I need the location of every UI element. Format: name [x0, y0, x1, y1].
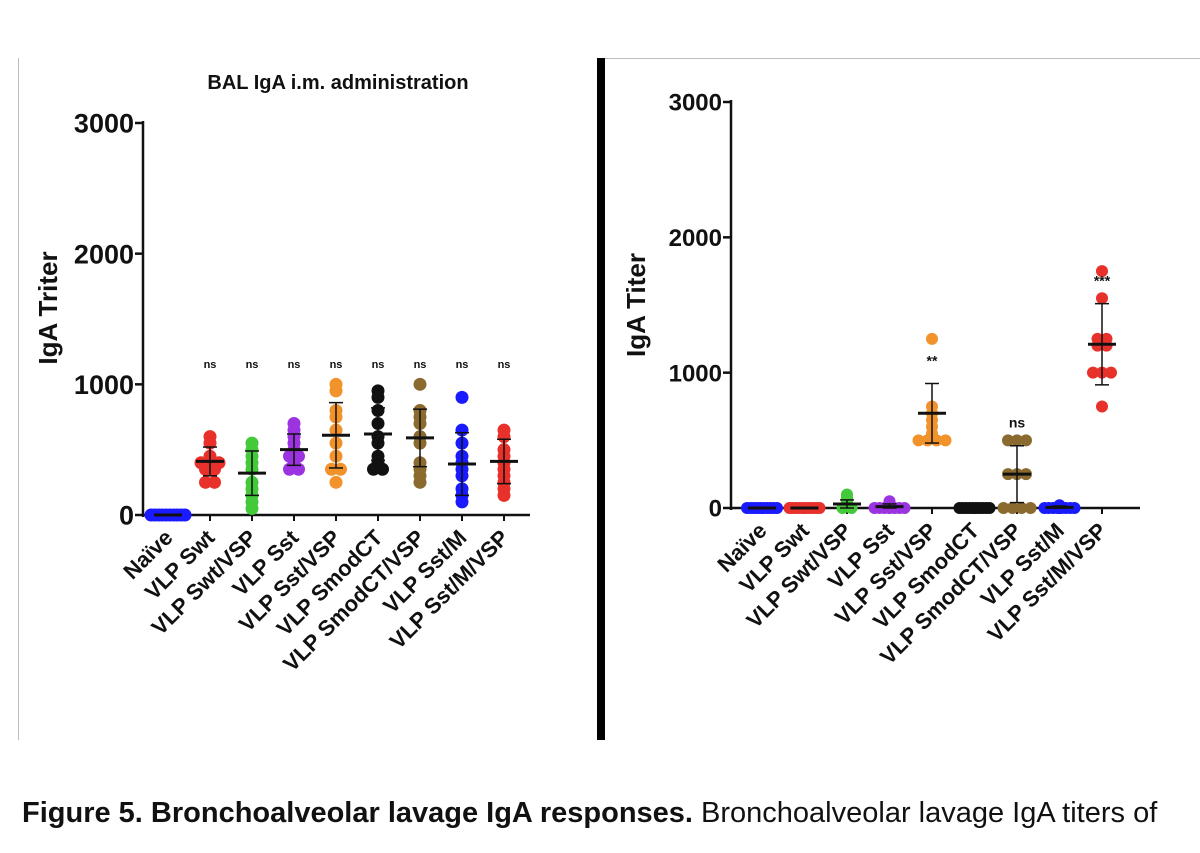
chart-right-data-point	[1024, 502, 1037, 514]
chart-left-data-point	[455, 390, 469, 404]
left-panel-border	[18, 58, 19, 740]
chart-right-ytick-label: 2000	[669, 225, 722, 252]
right-panel-top-border	[605, 58, 1200, 59]
chart-left-data-point	[367, 462, 380, 476]
chart-left-ytick-label: 3000	[74, 109, 134, 139]
figure-canvas: BAL IgA i.m. administration IgA Triter 0…	[33, 72, 1140, 676]
figure-caption: Figure 5. Bronchoalveolar lavage IgA res…	[22, 797, 1192, 830]
panel-divider	[597, 58, 605, 740]
chart-right-data-point	[983, 502, 996, 514]
chart-right-significance-label: ns	[1009, 415, 1026, 431]
chart-left-data-point	[325, 462, 338, 476]
chart-right-ytick-label: 1000	[669, 360, 722, 387]
chart-left-data-point	[413, 377, 427, 391]
chart-left-data-point	[245, 501, 259, 515]
chart-left-significance-label: ns	[204, 359, 217, 371]
chart-left-title: BAL IgA i.m. administration	[207, 72, 468, 94]
chart-right-data-point	[1096, 265, 1108, 278]
chart-left-significance-label: ns	[330, 359, 343, 371]
chart-left: BAL IgA i.m. administration IgA Triter 0…	[33, 72, 530, 676]
chart-right-data-point	[1096, 292, 1108, 305]
chart-right-data-point	[1105, 366, 1117, 379]
chart-left-data-point	[334, 462, 347, 476]
caption-text: Bronchoalveolar lavage IgA titers of	[692, 797, 1158, 829]
caption-bold: Figure 5. Bronchoalveolar lavage IgA res…	[22, 797, 693, 829]
chart-right-significance-label: **	[927, 352, 938, 368]
chart-right-data-point	[1011, 434, 1023, 447]
chart-left-ylabel: IgA Triter	[33, 251, 63, 364]
chart-right-ytick-label: 3000	[669, 90, 722, 117]
chart-left-data-point	[497, 488, 511, 502]
chart-left-data-point	[413, 475, 427, 489]
chart-right-data-point	[771, 502, 783, 514]
chart-right-ytick-label: 0	[709, 496, 722, 523]
chart-right-data-point	[1020, 434, 1032, 447]
chart-left-significance-label: ns	[498, 359, 511, 371]
chart-right-data-point	[1087, 366, 1099, 379]
chart-left-data-point	[455, 495, 469, 509]
chart-right-data-point	[1002, 434, 1014, 447]
chart-right-significance-label: ***	[1094, 273, 1111, 289]
chart-left-data-point	[199, 475, 212, 489]
chart-left-ytick-label: 0	[119, 501, 134, 531]
chart-left-significance-label: ns	[246, 359, 259, 371]
chart-right-data-point	[939, 434, 952, 447]
chart-left-data-point	[208, 462, 221, 476]
chart-left-data-point	[376, 462, 389, 476]
chart-right-data-point	[1068, 502, 1081, 514]
chart-left-significance-label: ns	[288, 359, 301, 371]
chart-left-significance-label: ns	[456, 359, 469, 371]
chart-left-data-point	[208, 475, 221, 489]
chart-left-ytick-label: 2000	[74, 239, 134, 269]
chart-left-ytick-label: 1000	[74, 370, 134, 400]
chart-right-data-point	[813, 502, 826, 514]
chart-left-data-point	[178, 508, 192, 522]
chart-right-data-point	[1015, 502, 1028, 514]
chart-left-data-point	[329, 475, 343, 489]
chart-right-data-point	[898, 502, 911, 514]
chart-right-data-point	[912, 434, 925, 447]
chart-left-data-point	[199, 462, 212, 476]
chart-right-data-point	[1096, 400, 1108, 413]
chart-right-data-point	[1006, 502, 1019, 514]
chart-left-data-point	[329, 384, 343, 398]
chart-left-significance-label: ns	[414, 359, 427, 371]
chart-right-data-point	[997, 502, 1010, 514]
chart-left-significance-label: ns	[372, 359, 385, 371]
chart-left-data-point	[371, 390, 385, 404]
chart-right-ylabel: IgA Titer	[621, 253, 651, 357]
chart-right-data-point	[926, 332, 938, 345]
